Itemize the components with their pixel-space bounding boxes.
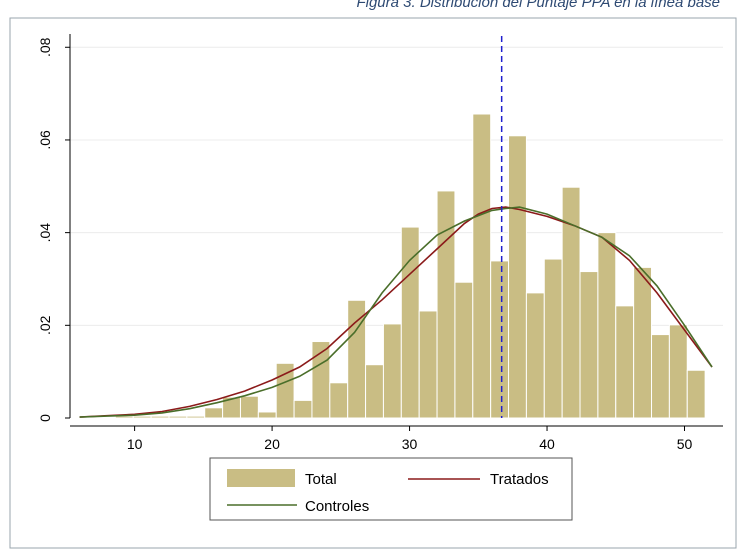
x-tick-label: 20	[264, 436, 280, 452]
legend-label-tratados: Tratados	[490, 471, 549, 488]
figure-caption-text: Figura 3. Distribución del Puntaje PPA e…	[356, 0, 720, 11]
histogram-bar	[347, 299, 367, 419]
legend-label-controles: Controles	[305, 498, 369, 515]
legend-swatch-total	[227, 469, 295, 487]
x-tick-label: 40	[539, 436, 555, 452]
series-line-controles	[79, 206, 713, 418]
histogram-bar	[186, 415, 206, 419]
histogram-bar	[668, 324, 688, 419]
histogram-bar	[615, 305, 635, 419]
histogram-bars	[114, 113, 706, 419]
legend-box	[209, 457, 573, 521]
figure-caption: Figura 3. Distribución del Puntaje PPA e…	[356, 0, 720, 16]
histogram-bar	[418, 310, 438, 419]
histogram-bar	[293, 399, 313, 419]
histogram-bar	[329, 382, 349, 419]
histogram-bar	[168, 415, 188, 419]
x-tick-label: 30	[402, 436, 418, 452]
histogram-bar	[132, 415, 152, 419]
histogram-bar	[239, 395, 259, 419]
histogram-bar	[454, 281, 474, 419]
histogram-bar	[651, 334, 670, 419]
axes: 0 .02 .04 .06 .08 10 20 30 40 50	[37, 34, 723, 452]
y-tick-label: .04	[37, 223, 53, 243]
histogram-bar	[508, 135, 527, 419]
histogram-bar	[472, 113, 492, 419]
density-lines	[79, 206, 713, 418]
histogram-bar	[365, 364, 384, 419]
histogram-bar	[543, 258, 563, 419]
histogram-bar	[490, 260, 510, 419]
x-tick-label: 10	[127, 436, 143, 452]
histogram-bar	[633, 266, 653, 419]
y-tick-label: 0	[37, 414, 53, 422]
legend: Total Tratados Controles	[209, 457, 573, 521]
outer-frame	[9, 17, 737, 549]
histogram-bar	[275, 362, 295, 419]
histogram-bar	[150, 415, 170, 419]
histogram-bar	[204, 407, 224, 419]
legend-label-total: Total	[305, 471, 337, 488]
y-tick-label: .08	[37, 37, 53, 57]
histogram-bar	[382, 323, 402, 419]
histogram-bar	[400, 226, 420, 419]
histogram-bar	[257, 411, 277, 419]
histogram-bar	[597, 232, 617, 419]
y-tick-label: .06	[37, 130, 53, 150]
histogram-bar	[436, 190, 456, 419]
histogram-bar	[525, 292, 545, 419]
y-tick-label: .02	[37, 315, 53, 335]
histogram-bar	[579, 271, 599, 419]
x-tick-label: 50	[677, 436, 693, 452]
histogram-bar	[686, 369, 706, 419]
grid-lines	[70, 46, 723, 326]
